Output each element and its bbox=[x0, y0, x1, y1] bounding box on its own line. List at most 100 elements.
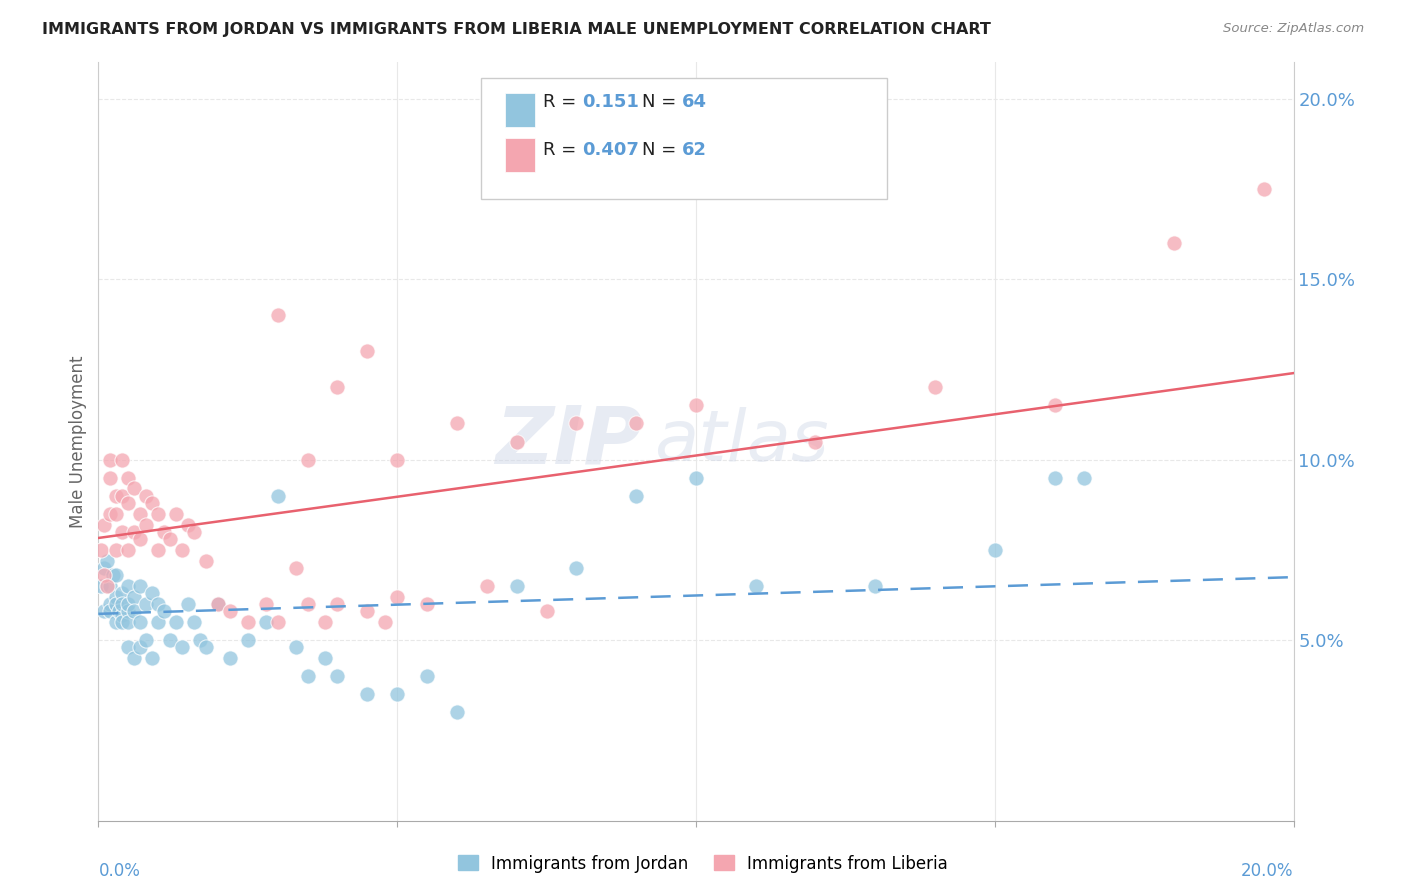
Point bbox=[1043, 470, 1066, 484]
Point bbox=[984, 542, 1007, 557]
Point bbox=[159, 633, 181, 648]
Point bbox=[183, 615, 205, 629]
Text: 0.151: 0.151 bbox=[582, 93, 640, 111]
Point bbox=[506, 579, 529, 593]
Point bbox=[165, 507, 187, 521]
Point bbox=[98, 507, 122, 521]
Point bbox=[148, 597, 170, 611]
Point bbox=[111, 615, 134, 629]
Point bbox=[356, 687, 378, 701]
Point bbox=[135, 489, 157, 503]
Point bbox=[745, 579, 768, 593]
Point bbox=[148, 615, 170, 629]
Point bbox=[93, 568, 115, 582]
Text: N =: N = bbox=[643, 141, 682, 159]
Point bbox=[105, 507, 128, 521]
Point bbox=[219, 604, 242, 618]
Point bbox=[254, 597, 277, 611]
Point bbox=[506, 434, 529, 449]
Text: 62: 62 bbox=[682, 141, 707, 159]
Point bbox=[356, 344, 378, 359]
Point bbox=[117, 542, 139, 557]
Point bbox=[326, 669, 349, 683]
Point bbox=[117, 640, 139, 655]
Point bbox=[153, 604, 176, 618]
Point bbox=[124, 482, 146, 496]
Point bbox=[284, 640, 307, 655]
Point bbox=[117, 604, 139, 618]
Text: R =: R = bbox=[543, 93, 582, 111]
Point bbox=[129, 579, 152, 593]
Point bbox=[236, 633, 259, 648]
Point bbox=[416, 597, 439, 611]
Point bbox=[804, 434, 827, 449]
Point bbox=[124, 524, 146, 539]
Point bbox=[207, 597, 229, 611]
Point bbox=[865, 579, 887, 593]
Point bbox=[96, 554, 118, 568]
Point bbox=[254, 615, 277, 629]
Point bbox=[111, 489, 134, 503]
Text: Source: ZipAtlas.com: Source: ZipAtlas.com bbox=[1223, 22, 1364, 36]
Point bbox=[98, 579, 122, 593]
Point bbox=[236, 615, 259, 629]
Point bbox=[446, 417, 468, 431]
Point bbox=[195, 554, 218, 568]
Point bbox=[108, 604, 131, 618]
Point bbox=[153, 524, 176, 539]
Legend: Immigrants from Jordan, Immigrants from Liberia: Immigrants from Jordan, Immigrants from … bbox=[451, 848, 955, 880]
Text: N =: N = bbox=[643, 93, 682, 111]
Text: atlas: atlas bbox=[654, 407, 828, 476]
Point bbox=[141, 496, 163, 510]
Point bbox=[93, 604, 115, 618]
Point bbox=[183, 524, 205, 539]
Point bbox=[105, 542, 128, 557]
Point bbox=[93, 517, 115, 532]
Point bbox=[129, 640, 152, 655]
Point bbox=[685, 399, 707, 413]
Point bbox=[159, 532, 181, 546]
Point bbox=[1253, 182, 1275, 196]
Bar bbox=[505, 93, 534, 127]
Point bbox=[105, 597, 128, 611]
Point bbox=[90, 579, 112, 593]
Point bbox=[188, 633, 211, 648]
Point bbox=[117, 615, 139, 629]
Point bbox=[626, 417, 648, 431]
Point bbox=[111, 524, 134, 539]
Point bbox=[117, 496, 139, 510]
Point bbox=[129, 532, 152, 546]
Point bbox=[105, 590, 128, 604]
Point bbox=[267, 489, 290, 503]
Text: 64: 64 bbox=[682, 93, 707, 111]
Point bbox=[129, 615, 152, 629]
Point bbox=[141, 586, 163, 600]
Point bbox=[536, 604, 558, 618]
Point bbox=[1043, 399, 1066, 413]
Point bbox=[565, 417, 588, 431]
Point bbox=[98, 470, 122, 484]
Point bbox=[148, 542, 170, 557]
Point bbox=[685, 470, 707, 484]
Point bbox=[626, 489, 648, 503]
Point bbox=[165, 615, 187, 629]
Point bbox=[177, 597, 200, 611]
Point bbox=[326, 380, 349, 394]
Point bbox=[315, 651, 337, 665]
Point bbox=[96, 579, 118, 593]
Point bbox=[297, 452, 319, 467]
Point bbox=[177, 517, 200, 532]
Point bbox=[111, 597, 134, 611]
Point bbox=[98, 597, 122, 611]
Point bbox=[207, 597, 229, 611]
Point bbox=[416, 669, 439, 683]
Point bbox=[326, 597, 349, 611]
Point bbox=[124, 604, 146, 618]
Point bbox=[267, 308, 290, 322]
Point bbox=[124, 590, 146, 604]
Text: 20.0%: 20.0% bbox=[1241, 863, 1294, 880]
Point bbox=[297, 597, 319, 611]
Text: R =: R = bbox=[543, 141, 582, 159]
Point bbox=[356, 604, 378, 618]
Point bbox=[172, 640, 194, 655]
